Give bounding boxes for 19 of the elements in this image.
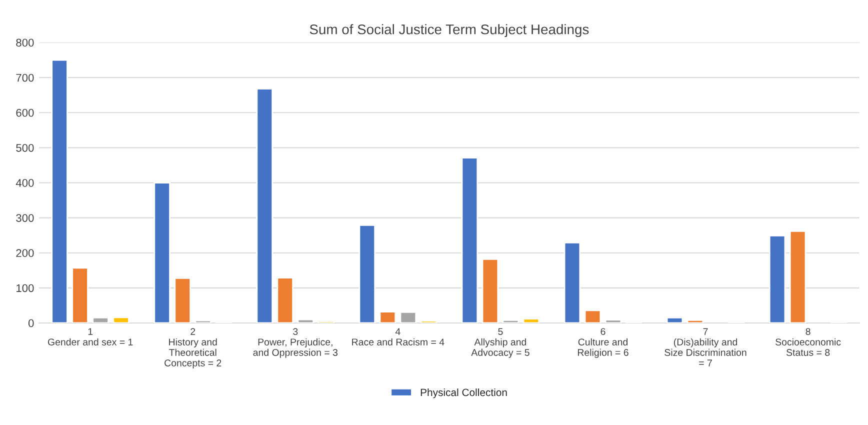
y-tick-label: 400 xyxy=(16,179,34,187)
y-tick-label: 800 xyxy=(16,38,34,47)
chart-title: Sum of Social Justice Term Subject Headings xyxy=(310,24,589,38)
x-tick-label: 4 Race and Racism = 4 xyxy=(352,328,444,346)
y-tick-label: 300 xyxy=(16,214,34,222)
x-tick-label: 2 History and Theoretical Concepts = 2 xyxy=(164,328,222,368)
x-tick-label: 1 Gender and sex = 1 xyxy=(48,328,133,346)
x-tick-label: 6 Culture and Religion = 6 xyxy=(578,328,628,358)
y-tick-label: 500 xyxy=(16,144,34,152)
y-tick-label: 200 xyxy=(16,249,34,258)
y-tick-label: 0 xyxy=(28,319,34,328)
y-tick-label: 100 xyxy=(16,284,34,292)
legend-label: Physical Collection xyxy=(420,388,507,398)
y-tick-label: 700 xyxy=(16,74,34,82)
x-tick-label: 7 (Dis)ability and Size Discrimination = 7 xyxy=(664,328,746,366)
y-tick-label: 600 xyxy=(16,108,34,117)
x-tick-label: 5 Allyship and Advocacy = 5 xyxy=(471,328,530,358)
x-tick-label: 3 Power, Prejudice, and Oppression = 3 xyxy=(253,328,338,358)
x-tick-label: 8 Socioeconomic Status = 8 xyxy=(776,328,841,356)
